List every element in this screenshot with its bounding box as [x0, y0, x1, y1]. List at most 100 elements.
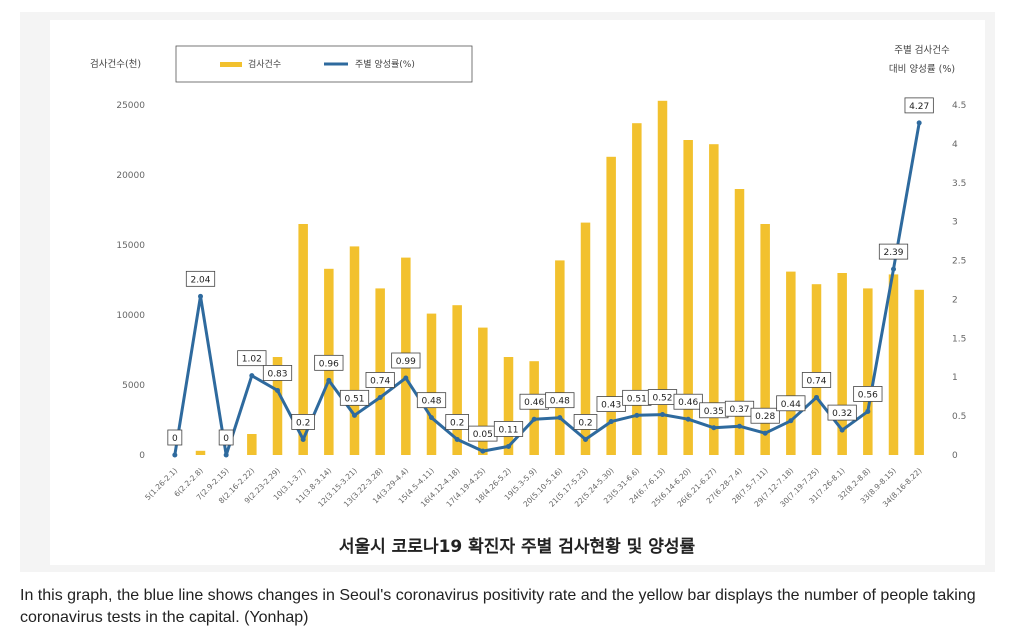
bar-tests	[888, 274, 899, 455]
line-series-positivity	[173, 122, 921, 457]
data-label: 0.2	[291, 414, 315, 430]
bar-tests	[734, 189, 745, 455]
y-right-tick-label: 3	[952, 218, 958, 228]
legend: 검사건수 주별 양성률(%)	[175, 45, 473, 83]
data-label-box	[853, 386, 883, 402]
y-right-tick-label: 1.5	[952, 334, 966, 344]
data-label-box	[167, 429, 183, 446]
bar-tests	[375, 288, 385, 455]
y-right-tick-label: 0	[952, 451, 958, 461]
bar-tests	[195, 450, 206, 455]
bar-tests	[503, 357, 514, 455]
bar-tests	[606, 156, 616, 456]
data-label: 0.37	[724, 400, 755, 417]
bar-tests	[786, 271, 796, 455]
positivity-point	[223, 452, 229, 458]
y-axis-left-title: 검사건수(천)	[90, 58, 141, 70]
data-label-text: 2.04	[190, 275, 210, 285]
legend-swatch-tests	[220, 62, 242, 67]
data-label: 0.05	[468, 425, 498, 442]
data-label-text: 0.74	[806, 376, 826, 386]
data-label-text: 0.11	[498, 425, 518, 435]
data-label-box	[673, 393, 703, 410]
positivity-point	[660, 412, 665, 418]
data-label: 0.51	[622, 389, 652, 406]
chart-figure: 검사건수(천) 주별 검사건수 대비 양성률 (%) 검사건수 주별 양성률(%…	[20, 12, 995, 572]
chart-title: 서울시 코로나19 확진자 주별 검사현황 및 양성률	[339, 537, 696, 557]
positivity-point	[685, 416, 691, 422]
data-label: 0.48	[545, 392, 575, 409]
data-label-text: 0.43	[601, 401, 621, 411]
bar-tests	[580, 222, 591, 455]
data-label-text: 0	[223, 434, 229, 444]
bar-tests	[555, 260, 565, 455]
x-axis-ticks: 5(1.26-2.1)6(2.2-2.8)7(2.9-2.15)8(2.16-2…	[143, 466, 923, 509]
data-label: 0.74	[801, 372, 832, 388]
data-label-box	[445, 414, 469, 430]
data-label-box	[827, 404, 857, 421]
data-label-box	[291, 414, 315, 430]
data-label-box	[237, 350, 267, 367]
positivity-point	[839, 427, 845, 433]
data-label-box	[262, 365, 293, 381]
data-label-text: 0.46	[678, 398, 698, 408]
data-label-text: 0	[172, 434, 178, 444]
data-label-text: 0.2	[450, 418, 464, 428]
bar-tests	[709, 144, 719, 455]
data-label-text: 0.56	[858, 390, 878, 400]
data-label: 0.51	[339, 389, 370, 406]
data-label-text: 0.35	[704, 407, 724, 417]
data-label-text: 4.27	[909, 102, 929, 112]
data-label-text: 0.51	[344, 394, 364, 404]
bar-tests	[247, 434, 257, 455]
positivity-point	[865, 408, 871, 414]
bar-tests	[914, 289, 924, 455]
positivity-point	[608, 419, 614, 425]
y-left-tick-label: 10000	[116, 311, 145, 321]
y-right-tick-label: 1	[952, 373, 958, 383]
data-label-box	[391, 352, 421, 369]
positivity-point	[762, 430, 768, 436]
positivity-point	[916, 120, 922, 126]
data-label: 0.28	[750, 407, 780, 424]
data-label: 0.48	[416, 392, 447, 409]
bar-tests	[478, 327, 488, 455]
data-label-box	[314, 354, 344, 371]
y-right-tick-label: 4	[952, 140, 958, 150]
combo-chart: 검사건수(천) 주별 검사건수 대비 양성률 (%) 검사건수 주별 양성률(%…	[90, 44, 966, 557]
bar-tests	[837, 273, 847, 455]
positivity-point	[326, 377, 332, 383]
positivity-point	[172, 452, 178, 458]
y-right-tick-label: 4.5	[952, 101, 966, 111]
data-label-text: 0.46	[524, 398, 544, 408]
data-label: 0.32	[827, 404, 857, 421]
positivity-point	[275, 387, 280, 393]
positivity-point	[480, 448, 486, 454]
data-label-text: 0.2	[296, 418, 310, 428]
y-axis-left-label: 검사건수(천)	[90, 58, 141, 70]
data-label-text: 2.39	[883, 248, 903, 258]
data-label-box	[185, 270, 216, 287]
y-left-tick-label: 5000	[122, 381, 145, 391]
positivity-point	[454, 436, 460, 442]
positivity-point	[737, 423, 742, 429]
y-right-tick-label: 0.5	[952, 412, 966, 422]
data-label: 0.2	[445, 414, 469, 430]
data-label-box	[416, 392, 447, 409]
data-label: 0.46	[673, 393, 703, 410]
y-right-tick-label: 3.5	[952, 179, 966, 189]
positivity-point	[300, 436, 306, 442]
data-label-text: 0.99	[396, 357, 416, 367]
positivity-point	[814, 394, 819, 400]
positivity-point	[198, 293, 203, 299]
data-label-box	[904, 97, 934, 114]
positivity-point	[788, 418, 794, 424]
data-label-text: 0.96	[319, 359, 339, 369]
data-label-box	[750, 407, 780, 424]
bar-tests	[298, 224, 308, 455]
bar-tests	[272, 357, 283, 455]
positivity-point	[711, 425, 717, 431]
data-label-text: 0.83	[267, 369, 287, 379]
positivity-point	[557, 415, 563, 421]
legend-label-tests: 검사건수	[248, 58, 281, 70]
